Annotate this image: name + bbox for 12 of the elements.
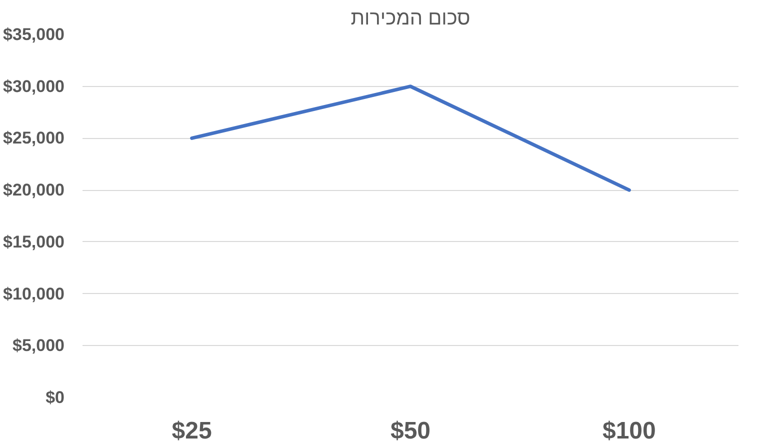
y-tick-label: $0 [46,388,65,407]
x-tick-label: $25 [172,418,212,444]
x-tick-label: $100 [602,418,656,444]
x-tick-label: $50 [390,418,431,444]
y-tick-label: $20,000 [3,180,64,200]
y-tick-label: $35,000 [3,25,64,44]
y-tick-label: $10,000 [3,284,64,304]
y-tick-label: $25,000 [3,128,64,148]
y-tick-label: $30,000 [3,76,64,96]
chart-title: סכום המכירות [350,8,470,30]
y-tick-label: $5,000 [12,336,65,356]
y-tick-label: $15,000 [3,232,64,252]
